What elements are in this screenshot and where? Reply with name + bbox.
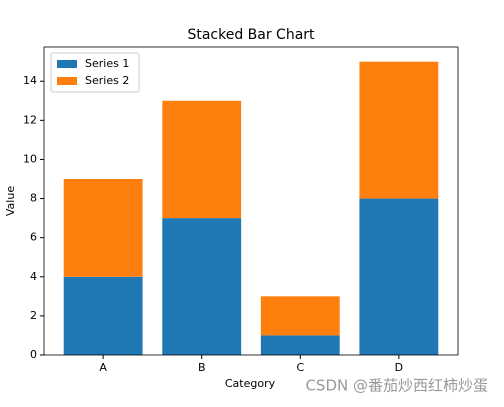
legend-label: Series 1 <box>85 57 129 70</box>
legend-label: Series 2 <box>85 74 129 87</box>
bar-segment <box>63 179 143 277</box>
bar-segment <box>359 198 439 355</box>
watermark: CSDN @番茄炒西红柿炒蛋 <box>305 377 488 395</box>
chart-title: Stacked Bar Chart <box>187 27 315 43</box>
legend-swatch <box>57 77 77 85</box>
y-tick-label: 0 <box>30 348 37 361</box>
bar-segment <box>359 61 439 199</box>
x-tick-label: C <box>296 361 304 374</box>
legend-swatch <box>57 60 77 68</box>
y-tick-label: 6 <box>30 231 37 244</box>
bar-segment <box>162 100 242 219</box>
plot-frame <box>43 46 459 356</box>
y-tick-label: 12 <box>23 113 37 126</box>
y-tick-label: 14 <box>23 74 37 87</box>
y-tick-label: 4 <box>30 270 37 283</box>
bar-segment <box>63 276 143 355</box>
y-tick-label: 2 <box>30 309 37 322</box>
x-tick-label: D <box>395 361 403 374</box>
y-tick-label: 10 <box>23 152 37 165</box>
x-axis-label: Category <box>225 377 276 390</box>
x-tick-label: A <box>99 361 107 374</box>
x-tick-label: B <box>198 361 206 374</box>
bar-segment <box>260 335 340 355</box>
bar-segment <box>162 218 242 355</box>
y-tick-label: 8 <box>30 192 37 205</box>
bar-segment <box>260 296 340 336</box>
y-axis-label: Value <box>4 186 17 216</box>
